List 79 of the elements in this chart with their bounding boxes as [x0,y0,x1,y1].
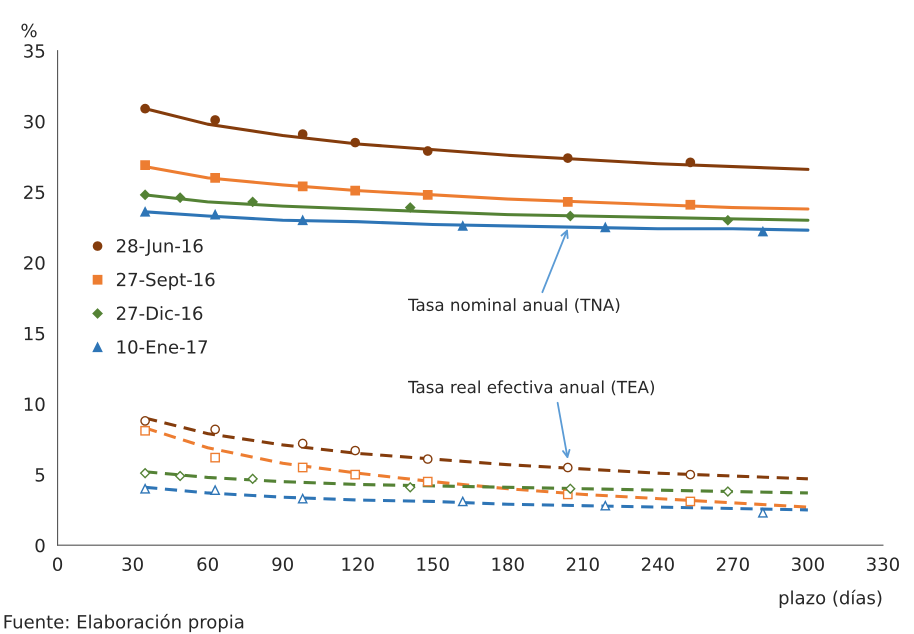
point [140,206,150,217]
annotation: Tasa real efectiva anual (TEA) [408,380,654,396]
point [210,173,220,183]
point [722,486,733,497]
point [175,192,186,203]
point [140,160,150,170]
point [405,482,416,492]
source-note: Fuente: Elaboración propia [4,614,244,632]
point [758,226,768,236]
x-axis-title: plazo (días) [780,590,882,608]
point [210,485,220,495]
x-tick-label: 180 [492,557,524,572]
point [422,476,433,487]
x-tick-label: 60 [197,557,218,572]
x-tick-label: 300 [792,557,824,572]
point [298,215,308,226]
point [350,186,360,196]
x-tick-label: 120 [342,557,374,572]
point [248,474,258,484]
point [140,484,150,494]
point [685,157,696,168]
x-tick-label: 330 [867,557,899,572]
point [175,470,186,482]
legend-label: 27-Sept-16 [116,272,215,290]
x-tick-label: 150 [417,557,449,572]
point [140,426,150,436]
point [298,462,308,472]
point [140,416,150,426]
point [458,221,468,231]
point [350,138,360,148]
point [210,115,220,125]
y-tick-label: 25 [24,185,44,200]
point [600,222,610,232]
y-tick-label: 35 [24,44,44,58]
point [298,494,308,504]
point [405,202,416,213]
point [562,153,573,163]
point [685,496,696,506]
point [422,454,433,464]
point [458,496,468,506]
legend-label: 10-Ene-17 [118,340,208,354]
point [210,452,220,462]
point [565,210,576,222]
point [722,215,733,226]
point [600,500,610,511]
point [685,200,696,210]
x-tick-label: 90 [272,557,293,572]
y-tick-label: 10 [24,397,45,412]
y-axis-title: % [21,24,37,38]
point [350,446,360,456]
x-tick-label: 270 [716,557,749,572]
y-tick-label: 5 [36,468,44,482]
point [210,424,220,434]
legend-label: 28-Jun-16 [116,238,203,256]
point [298,182,308,192]
legend-label: 27-Dic-16 [116,306,202,320]
point [140,468,150,478]
y-tick-label: 0 [35,538,45,552]
x-tick-label: 0 [53,557,62,572]
point [210,210,220,220]
point [562,197,573,207]
x-tick-label: 210 [566,557,599,572]
point [140,190,150,200]
point [350,470,360,480]
point [565,484,576,494]
point [685,470,696,480]
annotation: Tasa nominal anual (TNA) [408,298,620,314]
point [562,462,573,472]
point [298,438,308,448]
point [422,146,433,156]
x-tick-label: 240 [642,557,674,572]
y-tick-label: 30 [24,114,45,128]
point [422,190,433,200]
point [248,196,258,208]
y-tick-label: 20 [24,256,45,270]
point [140,104,150,114]
x-tick-label: 30 [122,557,143,572]
y-tick-label: 15 [24,327,44,340]
point [758,508,768,518]
